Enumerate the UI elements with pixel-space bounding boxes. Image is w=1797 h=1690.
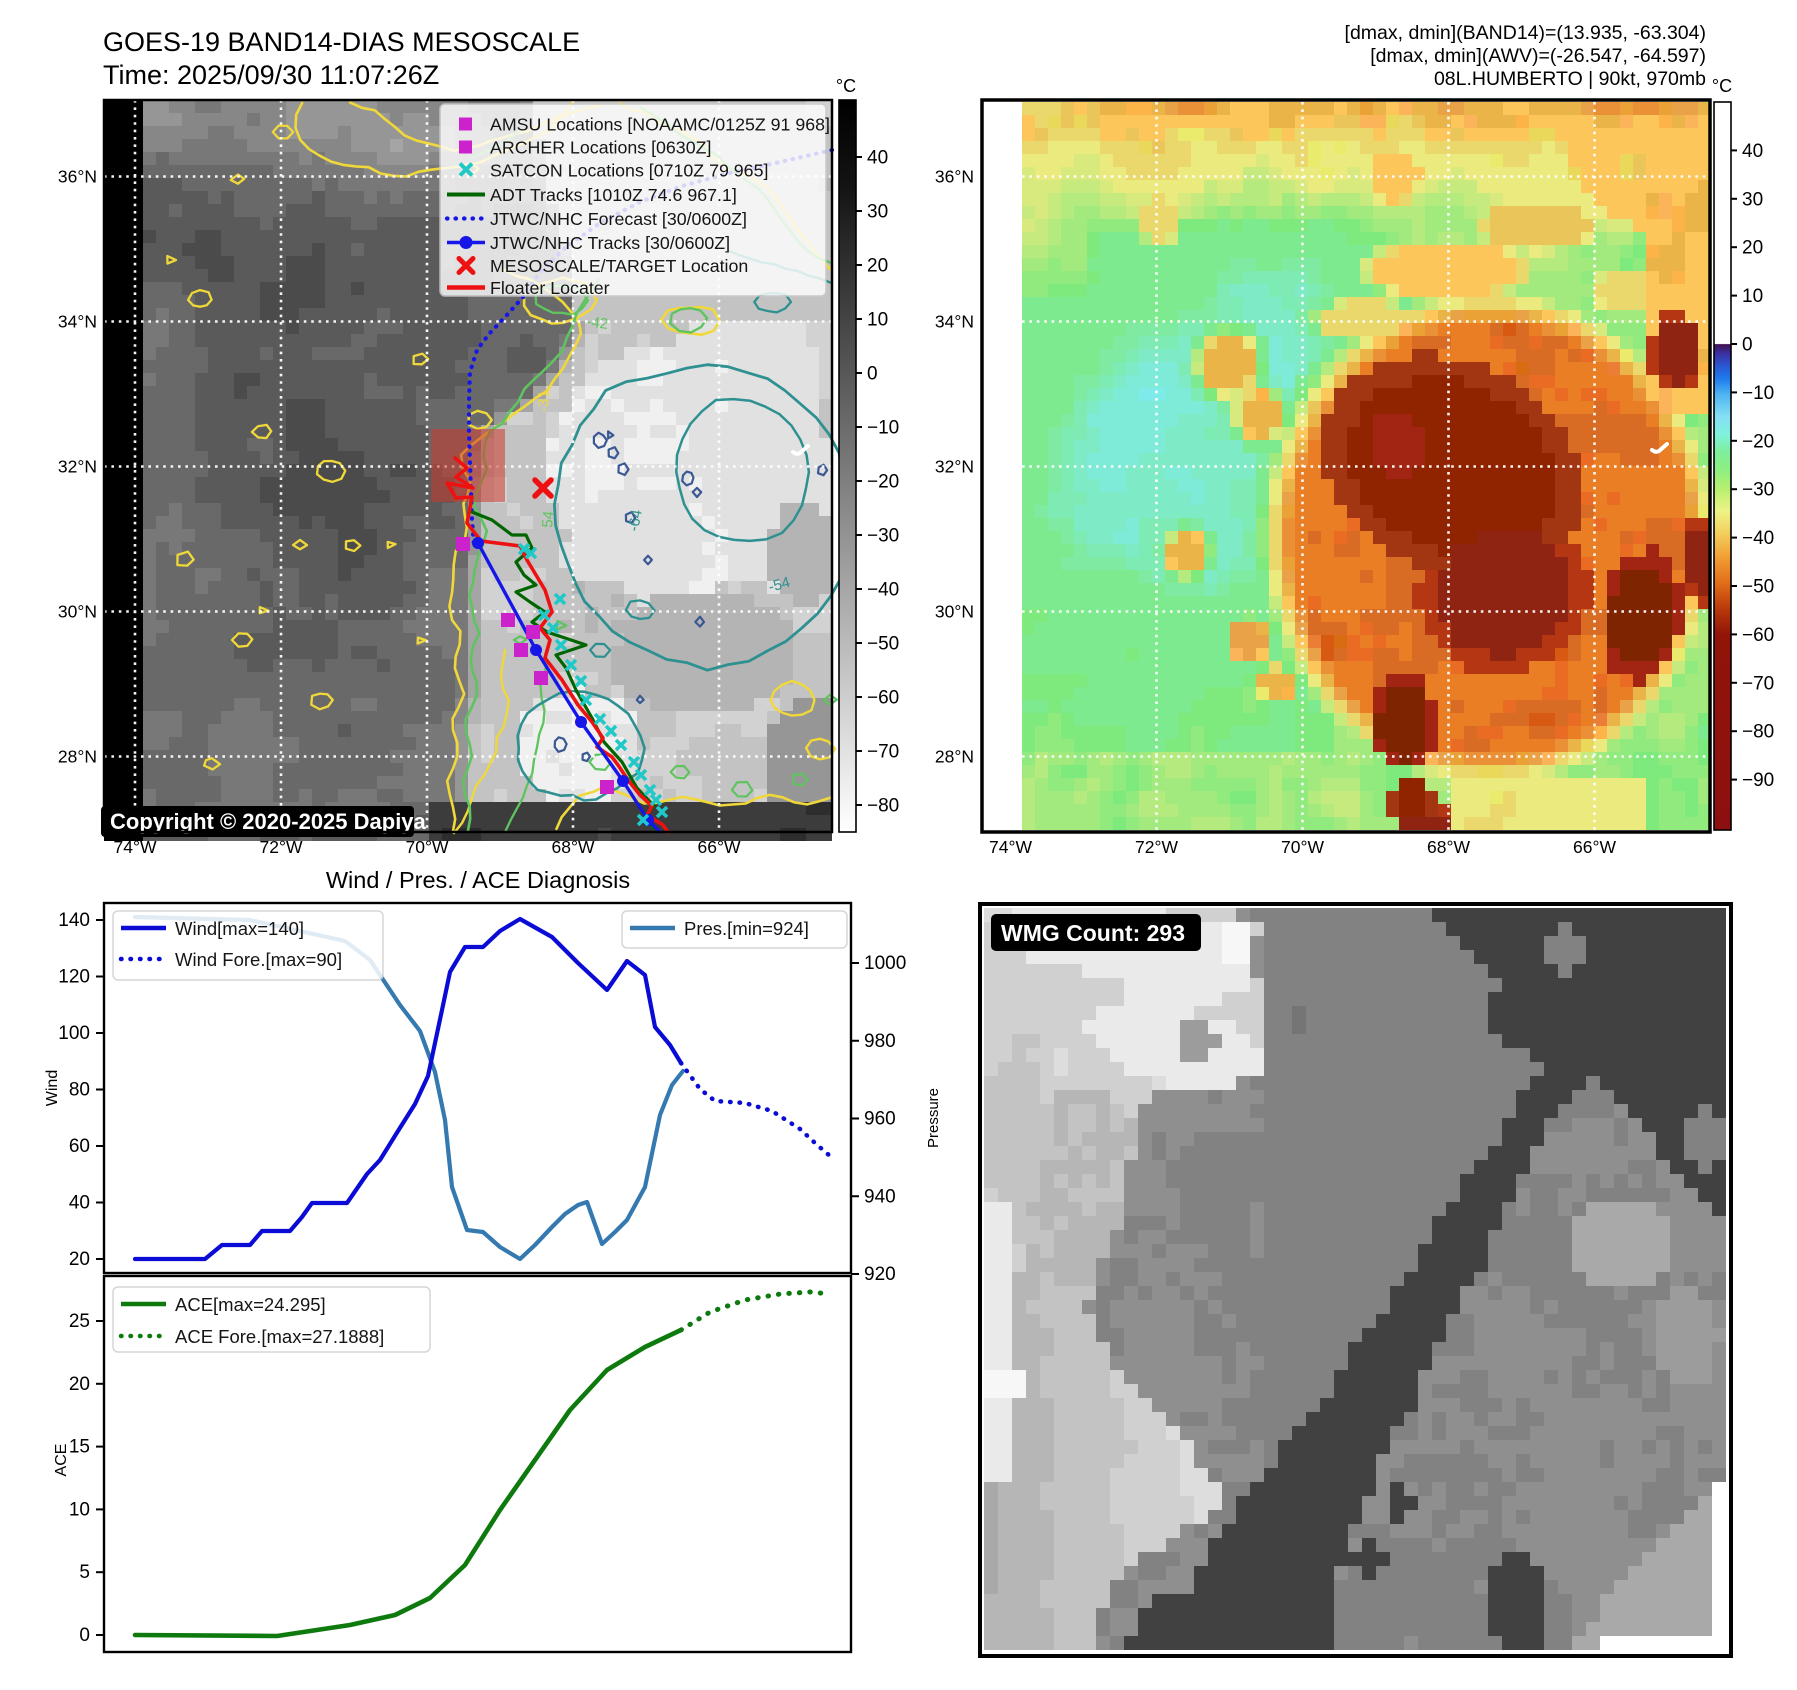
svg-text:−60: −60 (867, 688, 899, 709)
svg-text:80: 80 (69, 1080, 90, 1101)
svg-text:140: 140 (58, 910, 90, 931)
svg-text:ADT Tracks [1010Z 74.6 967.1]: ADT Tracks [1010Z 74.6 967.1] (490, 185, 737, 205)
svg-text:−10: −10 (1742, 383, 1774, 404)
svg-text:08L.HUMBERTO | 90kt, 970mb: 08L.HUMBERTO | 90kt, 970mb (1434, 68, 1706, 90)
svg-text:30: 30 (867, 202, 888, 223)
svg-text:28°N: 28°N (935, 747, 974, 767)
svg-text:28°N: 28°N (58, 747, 97, 767)
svg-text:25: 25 (69, 1311, 90, 1332)
svg-text:66°W: 66°W (1573, 837, 1616, 857)
svg-text:72°W: 72°W (1135, 837, 1178, 857)
svg-text:Pres.[min=924]: Pres.[min=924] (684, 918, 809, 939)
svg-text:−30: −30 (867, 526, 899, 547)
svg-text:0: 0 (79, 1625, 90, 1646)
svg-text:940: 940 (864, 1186, 896, 1207)
svg-text:34°N: 34°N (58, 312, 97, 332)
svg-text:5: 5 (79, 1562, 90, 1583)
svg-text:36°N: 36°N (935, 167, 974, 187)
svg-text:100: 100 (58, 1023, 90, 1044)
svg-text:74°W: 74°W (114, 837, 157, 857)
svg-text:ACE: ACE (53, 1444, 70, 1477)
svg-text:−70: −70 (1742, 673, 1774, 694)
svg-text:36°N: 36°N (58, 167, 97, 187)
svg-text:74°W: 74°W (989, 837, 1032, 857)
svg-text:40: 40 (69, 1193, 90, 1214)
svg-text:Wind Fore.[max=90]: Wind Fore.[max=90] (175, 949, 342, 970)
svg-text:54: 54 (539, 510, 557, 528)
svg-text:10: 10 (69, 1499, 90, 1520)
svg-text:−20: −20 (1742, 431, 1774, 452)
svg-text:−10: −10 (867, 418, 899, 439)
svg-text:72°W: 72°W (260, 837, 303, 857)
svg-text:20: 20 (1742, 238, 1763, 259)
svg-text:Pressure: Pressure (925, 1088, 942, 1148)
svg-text:GOES-19 BAND14-DIAS MESOSCALE: GOES-19 BAND14-DIAS MESOSCALE (103, 27, 580, 57)
svg-text:SATCON Locations [0710Z 79 965: SATCON Locations [0710Z 79 965] (490, 161, 768, 181)
svg-text:30°N: 30°N (58, 602, 97, 622)
svg-text:40: 40 (1742, 141, 1763, 162)
svg-text:32°N: 32°N (58, 457, 97, 477)
svg-text:Wind / Pres. / ACE Diagnosis: Wind / Pres. / ACE Diagnosis (326, 867, 630, 893)
svg-text:−40: −40 (867, 580, 899, 601)
svg-text:66°W: 66°W (698, 837, 741, 857)
svg-text:°C: °C (836, 76, 856, 96)
svg-text:-31: -31 (535, 390, 553, 412)
svg-text:120: 120 (58, 967, 90, 988)
svg-text:20: 20 (69, 1249, 90, 1270)
svg-text:920: 920 (864, 1264, 896, 1285)
svg-text:−20: −20 (867, 472, 899, 493)
svg-text:JTWC/NHC Forecast [30/0600Z]: JTWC/NHC Forecast [30/0600Z] (490, 209, 747, 229)
svg-text:[dmax, dmin](BAND14)=(13.935,: [dmax, dmin](BAND14)=(13.935, -63.304) (1345, 22, 1706, 44)
svg-text:15: 15 (69, 1437, 90, 1458)
svg-text:ACE[max=24.295]: ACE[max=24.295] (175, 1294, 326, 1315)
svg-text:Wind[max=140]: Wind[max=140] (175, 918, 304, 939)
svg-text:−60: −60 (1742, 625, 1774, 646)
svg-text:°C: °C (1712, 76, 1732, 96)
svg-text:10: 10 (867, 310, 888, 331)
svg-text:32°N: 32°N (935, 457, 974, 477)
svg-text:30°N: 30°N (935, 602, 974, 622)
svg-text:-64: -64 (625, 508, 646, 532)
svg-text:MESOSCALE/TARGET Location: MESOSCALE/TARGET Location (490, 256, 748, 276)
svg-text:30: 30 (1742, 189, 1763, 210)
svg-text:−50: −50 (1742, 577, 1774, 598)
svg-text:-54: -54 (767, 574, 792, 596)
svg-text:JTWC/NHC Tracks [30/0600Z]: JTWC/NHC Tracks [30/0600Z] (490, 233, 730, 253)
svg-text:68°W: 68°W (1427, 837, 1470, 857)
svg-text:40: 40 (867, 148, 888, 169)
svg-text:WMG Count: 293: WMG Count: 293 (1001, 920, 1185, 946)
svg-text:1000: 1000 (864, 953, 906, 974)
svg-text:980: 980 (864, 1031, 896, 1052)
svg-text:−30: −30 (1742, 480, 1774, 501)
svg-text:0: 0 (1742, 335, 1753, 356)
svg-text:60: 60 (69, 1136, 90, 1157)
svg-text:ARCHER Locations [0630Z]: ARCHER Locations [0630Z] (490, 138, 711, 158)
svg-text:−50: −50 (867, 634, 899, 655)
svg-text:20: 20 (69, 1374, 90, 1395)
svg-text:0: 0 (867, 364, 878, 385)
svg-text:Floater Locater: Floater Locater (490, 278, 610, 298)
svg-text:Time: 2025/09/30 11:07:26Z: Time: 2025/09/30 11:07:26Z (103, 60, 439, 90)
svg-text:−90: −90 (1742, 770, 1774, 791)
svg-text:−80: −80 (1742, 722, 1774, 743)
svg-text:−70: −70 (867, 742, 899, 763)
svg-text:−80: −80 (867, 796, 899, 817)
svg-text:[dmax, dmin](AWV)=(-26.547, -6: [dmax, dmin](AWV)=(-26.547, -64.597) (1370, 45, 1706, 67)
svg-text:Wind: Wind (44, 1070, 61, 1106)
svg-text:-42: -42 (585, 313, 609, 333)
svg-text:68°W: 68°W (552, 837, 595, 857)
svg-text:70°W: 70°W (406, 837, 449, 857)
svg-text:34°N: 34°N (935, 312, 974, 332)
svg-text:70°W: 70°W (1281, 837, 1324, 857)
svg-text:960: 960 (864, 1109, 896, 1130)
svg-text:10: 10 (1742, 286, 1763, 307)
svg-text:20: 20 (867, 256, 888, 277)
svg-text:AMSU Locations [NOAAMC/0125Z 9: AMSU Locations [NOAAMC/0125Z 91 968] (490, 115, 830, 135)
svg-text:−40: −40 (1742, 528, 1774, 549)
svg-text:Copyright © 2020-2025 Dapiya: Copyright © 2020-2025 Dapiya (110, 809, 427, 834)
svg-text:ACE Fore.[max=27.1888]: ACE Fore.[max=27.1888] (175, 1326, 384, 1347)
